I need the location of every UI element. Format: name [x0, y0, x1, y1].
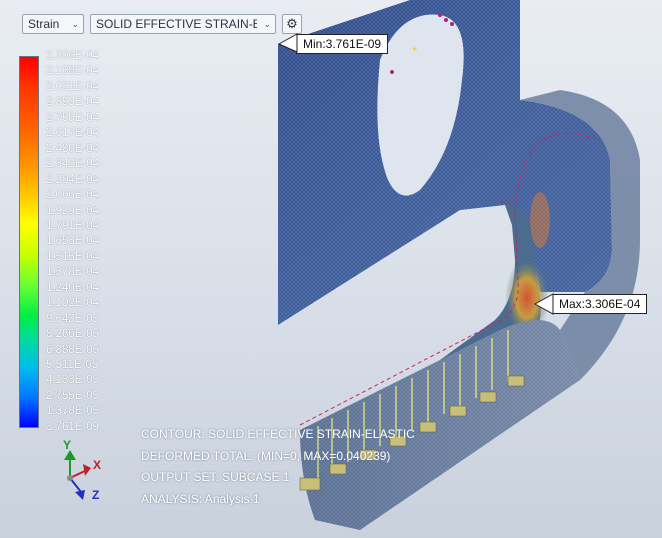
max-callout-pointer: [534, 293, 554, 315]
legend-value-label: 2.755E-05: [46, 389, 100, 402]
min-callout-pointer: [278, 33, 298, 53]
min-node-markers: [390, 13, 454, 74]
axis-triad: Y X Z: [55, 438, 115, 510]
legend-value-label: 1.102E-04: [46, 297, 100, 310]
legend-value-label: 1.378E-05: [46, 405, 100, 418]
legend-value-label: 5.511E-05: [46, 359, 99, 371]
output-set-info: OUTPUT SET: SUBCASE 1: [141, 470, 290, 484]
contour-info: CONTOUR: SOLID EFFECTIVE STRAIN-ELASTIC: [141, 427, 415, 441]
component-select-value: SOLID EFFECTIVE STRAIN-E: [96, 17, 258, 31]
chevron-down-icon: ⌄: [71, 18, 79, 29]
constraint-markers: [299, 375, 525, 491]
max-callout-text: Max:3.306E-04: [559, 297, 641, 311]
display-settings-button[interactable]: ⚙: [282, 14, 302, 34]
legend-value-label: 1.791E-04: [46, 219, 100, 232]
legend-value-label: 3.031E-04: [46, 80, 100, 93]
legend-value-label: 1.378E-04: [46, 266, 100, 279]
legend-value-label: 2.066E-04: [46, 189, 100, 202]
component-select[interactable]: SOLID EFFECTIVE STRAIN-E ⌄: [90, 14, 276, 34]
quantity-select[interactable]: Strain ⌄: [22, 14, 84, 34]
legend-value-label: 6.888E-05: [46, 343, 100, 356]
legend-value-label: 2.342E-04: [46, 158, 100, 171]
result-toolbar: Strain ⌄ SOLID EFFECTIVE STRAIN-E ⌄ ⚙: [22, 13, 302, 35]
color-legend: 3.306E-04 3.168E-04 3.031E-04 2.893E-04 2.75…: [19, 46, 139, 436]
legend-value-label: 4.133E-05: [46, 374, 100, 387]
chevron-down-icon: ⌄: [263, 18, 271, 29]
legend-value-label: 3.168E-04: [46, 65, 100, 78]
plate-hole: [377, 14, 464, 196]
strain-hot-spot: [505, 258, 549, 338]
y-axis-label: Y: [63, 438, 72, 452]
legend-value-label: 1.929E-04: [46, 204, 100, 217]
legend-value-label: 1.515E-04: [46, 250, 100, 263]
legend-value-label: 3.306E-04: [46, 50, 100, 62]
legend-value-label: 1.653E-04: [46, 235, 100, 248]
gear-icon: ⚙: [286, 16, 298, 31]
load-arrows: [317, 330, 509, 480]
legend-value-label: 8.266E-05: [46, 328, 100, 341]
legend-value-label: 2.893E-04: [46, 96, 100, 109]
quantity-select-value: Strain: [28, 17, 60, 31]
legend-color-bar: [19, 56, 39, 428]
z-axis-label: Z: [92, 488, 100, 502]
undeformed-outline: [299, 201, 519, 426]
triad-arrows: [64, 450, 91, 500]
min-callout-text: Min:3.761E-09: [303, 37, 382, 51]
legend-value-label: 2.204E-04: [46, 173, 100, 186]
analysis-info: ANALYSIS: Analysis 1: [141, 491, 260, 506]
max-callout[interactable]: Max:3.306E-04: [552, 294, 648, 314]
result-info: CONTOUR: SOLID EFFECTIVE STRAIN-ELASTIC …: [141, 424, 415, 510]
legend-value-label: 2.617E-04: [46, 127, 100, 140]
min-callout[interactable]: Min:3.761E-09: [296, 34, 389, 54]
legend-value-label: 2.480E-04: [46, 142, 100, 155]
legend-value-label: 1.240E-04: [46, 281, 100, 294]
deformed-info: DEFORMED TOTAL: (MIN=0, MAX=0.040239): [141, 448, 391, 463]
legend-value-label: 9.643E-05: [46, 312, 100, 325]
svg-text:+: +: [412, 44, 417, 54]
legend-value-label: 3.761E-09: [46, 420, 100, 433]
x-axis-label: X: [93, 458, 102, 472]
legend-value-label: 2.755E-04: [46, 111, 100, 124]
